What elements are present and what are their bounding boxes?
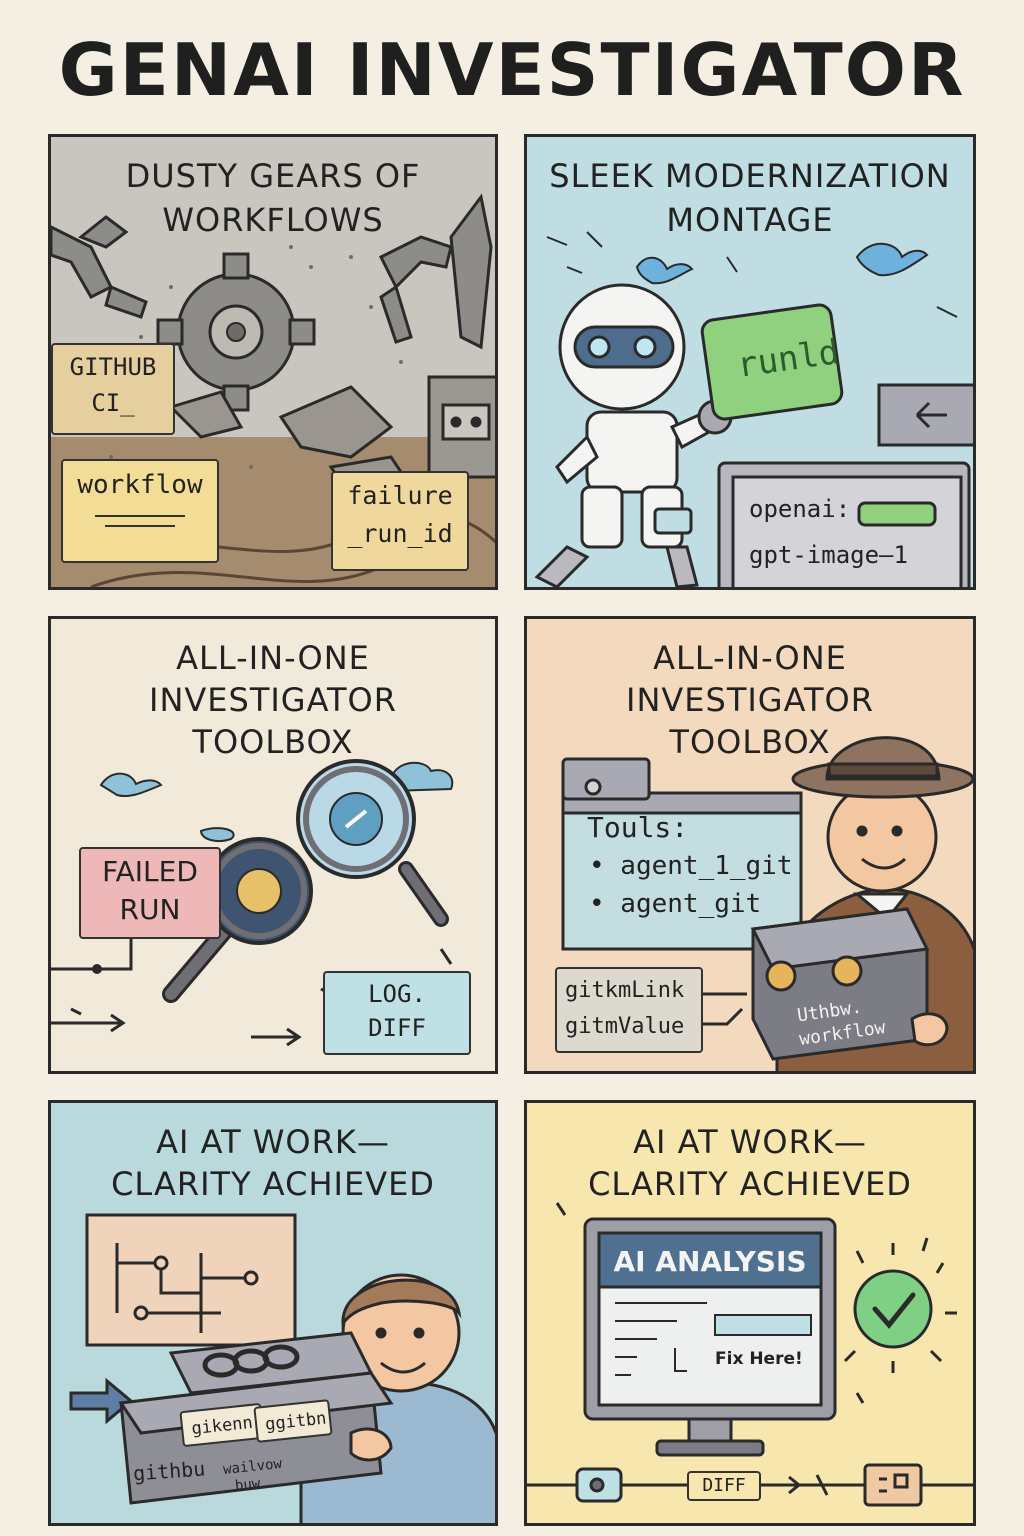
log-diff-label: LOG. DIFF	[368, 980, 426, 1042]
panel-2-title-line-2: MONTAGE	[666, 201, 834, 239]
failure-line-1: failure	[347, 481, 453, 510]
openai-label: openai:	[749, 495, 851, 523]
value-label: gitmValue	[565, 1014, 685, 1039]
robot-arm-left-icon	[51, 215, 148, 319]
panel-3-illustration	[51, 759, 454, 1047]
panel-3-title-line-1: ALL-IN-ONE	[176, 639, 370, 677]
panel-2-title-line-1: SLEEK MODERNIZATION	[549, 157, 951, 195]
fix-here-label: Fix Here!	[715, 1349, 803, 1369]
panel-4-title-line-3: TOOLBOX	[669, 723, 831, 761]
robot-arm-right-icon	[378, 193, 493, 350]
workflow-tag-label: workflow	[77, 470, 203, 500]
terminal-monitor	[653, 461, 971, 587]
panel-ai-at-work-1: AI AT WORK— CLARITY ACHIEVED gikenn ggit…	[48, 1100, 498, 1526]
robot-icon	[534, 283, 733, 587]
workflow-box	[750, 907, 949, 1061]
link-value-tag: gitkmLink gitmValue	[555, 967, 703, 1053]
failure-run-id-tag: failure _run_id	[331, 471, 469, 571]
github-ci-line-1: GITHUB	[69, 353, 157, 381]
monitor-icon	[583, 1217, 837, 1457]
failure-line-2: _run_id	[347, 519, 453, 548]
pipeline	[527, 1463, 973, 1507]
panel-toolbox-investigator: ALL-IN-ONE INVESTIGATOR TOOLBOX Touls: •…	[524, 616, 976, 1074]
panel-dusty-gears: DUSTY GEARS OF WORKFLOWS GITHUB CI_ work…	[48, 134, 498, 590]
panel-ai-at-work-2: AI AT WORK— CLARITY ACHIEVED AI ANALYSIS…	[524, 1100, 976, 1526]
toolbox-box-label-1: githbu	[132, 1456, 206, 1486]
ai-analysis-heading: AI ANALYSIS	[613, 1245, 807, 1278]
panel-5-title-line-1: AI AT WORK—	[156, 1123, 390, 1161]
panel-4-illustration	[561, 736, 973, 1071]
diff-tag: DIFF	[687, 1471, 761, 1501]
cloud-icon	[390, 761, 454, 793]
arrow-right-icon	[69, 1377, 134, 1425]
workflow-tag: workflow	[61, 459, 219, 563]
panel-2-illustration	[534, 231, 973, 587]
flow-diagram-board	[85, 1213, 297, 1347]
bird-icon	[855, 242, 929, 277]
machine-icon	[427, 375, 495, 479]
panel-4-title-line-1: ALL-IN-ONE	[653, 639, 847, 677]
panel-1-title-line-2: WORKFLOWS	[162, 201, 384, 239]
link-label: gitkmLink	[565, 978, 685, 1003]
model-label: gpt-image—1	[749, 541, 908, 569]
panel-6-title-line-2: CLARITY ACHIEVED	[588, 1165, 912, 1203]
gear-icon	[156, 252, 316, 412]
panel-6-illustration	[527, 1202, 973, 1507]
panel-1-title-line-1: DUSTY GEARS OF	[125, 157, 421, 195]
magnifier-bug-icon	[162, 837, 313, 1003]
panel-1-illustration	[51, 193, 495, 587]
check-icon	[853, 1269, 933, 1349]
panel-5-title-line-2: CLARITY ACHIEVED	[111, 1165, 435, 1203]
panel-3-title-line-2: INVESTIGATOR	[149, 681, 397, 719]
tool-item-1: • agent_1_git	[589, 851, 793, 881]
magnifier-link-icon	[296, 759, 449, 927]
log-diff-tag: LOG. DIFF	[323, 971, 471, 1055]
panel-4-title-line-2: INVESTIGATOR	[626, 681, 874, 719]
gear-icon	[765, 955, 863, 992]
failed-run-line-1: FAILED	[102, 855, 198, 888]
tools-screen	[561, 757, 803, 951]
runid-card	[700, 303, 844, 421]
bird-icon	[635, 256, 694, 285]
page-title: GENAI INVESTIGATOR	[58, 28, 966, 112]
github-ci-line-2: CI_	[91, 389, 135, 417]
panel-6-title-line-1: AI AT WORK—	[633, 1123, 867, 1161]
github-ci-tag: GITHUB CI_	[51, 343, 175, 435]
toolbox-box-label-3: buw	[234, 1475, 262, 1495]
failed-run-line-2: RUN	[119, 893, 181, 926]
tools-heading: Touls:	[587, 811, 689, 844]
failed-run-tag: FAILED RUN	[79, 847, 221, 939]
back-arrow-icon	[877, 383, 973, 447]
panel-toolbox-search: ALL-IN-ONE INVESTIGATOR TOOLBOX FAILED R…	[48, 616, 498, 1074]
tool-item-2: • agent_git	[589, 889, 762, 919]
panel-modernization: SLEEK MODERNIZATION MONTAGE runld openai…	[524, 134, 976, 590]
bird-icon	[99, 772, 163, 797]
panel-3-title-line-3: TOOLBOX	[192, 723, 354, 761]
